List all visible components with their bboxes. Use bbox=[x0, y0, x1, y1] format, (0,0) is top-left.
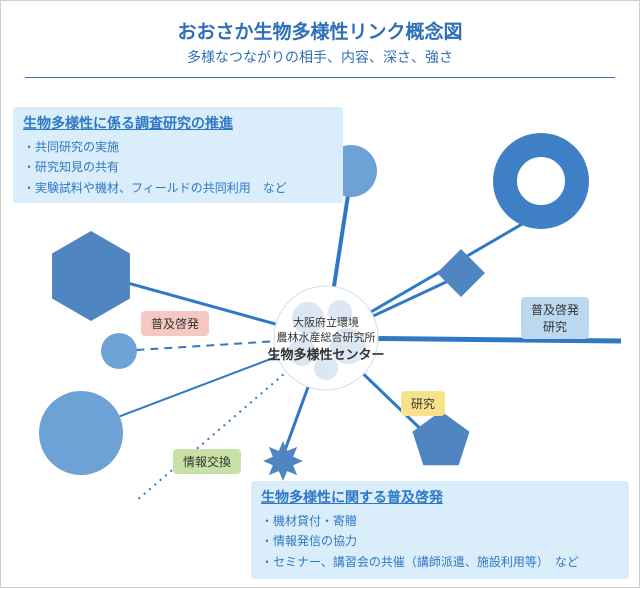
node-shape bbox=[39, 391, 123, 475]
research-box-item: ・研究知見の共有 bbox=[23, 157, 333, 177]
outreach-box-item: ・セミナー、講習会の共催（講師派遣、施設利用等） など bbox=[261, 552, 619, 572]
node-shape bbox=[101, 333, 137, 369]
center-line1: 大阪府立環境 bbox=[260, 316, 392, 331]
node-shape bbox=[505, 145, 577, 217]
center-line2: 農林水産総合研究所 bbox=[260, 331, 392, 346]
outreach-box-head: 生物多様性に関する普及啓発 bbox=[261, 487, 619, 507]
node-shape bbox=[52, 231, 130, 321]
page-title: おおさか生物多様性リンク概念図 bbox=[1, 17, 639, 44]
node-shape bbox=[412, 411, 469, 465]
chip-green: 情報交換 bbox=[173, 449, 241, 474]
center-node: 大阪府立環境 農林水産総合研究所 生物多様性センター bbox=[260, 316, 392, 363]
header-rule bbox=[25, 77, 615, 78]
outreach-box-item: ・機材貸付・寄贈 bbox=[261, 511, 619, 531]
page-subtitle: 多様なつながりの相手、内容、深さ、強さ bbox=[1, 47, 639, 67]
chip-yellow: 研究 bbox=[401, 391, 445, 416]
research-box-item: ・実験試料や機材、フィールドの共同利用 など bbox=[23, 178, 333, 198]
research-box-item: ・共同研究の実施 bbox=[23, 137, 333, 157]
outreach-box-item: ・情報発信の協力 bbox=[261, 531, 619, 551]
center-line3: 生物多様性センター bbox=[260, 346, 392, 364]
research-box-head: 生物多様性に係る調査研究の推進 bbox=[23, 113, 333, 133]
research-box: 生物多様性に係る調査研究の推進 ・共同研究の実施 ・研究知見の共有 ・実験試料や… bbox=[13, 107, 343, 203]
node-shape bbox=[263, 441, 303, 481]
chip-blue: 普及啓発 研究 bbox=[521, 297, 589, 339]
outreach-box: 生物多様性に関する普及啓発 ・機材貸付・寄贈 ・情報発信の協力 ・セミナー、講習… bbox=[251, 481, 629, 579]
node-shape bbox=[437, 249, 485, 297]
chip-pink: 普及啓発 bbox=[141, 311, 209, 336]
